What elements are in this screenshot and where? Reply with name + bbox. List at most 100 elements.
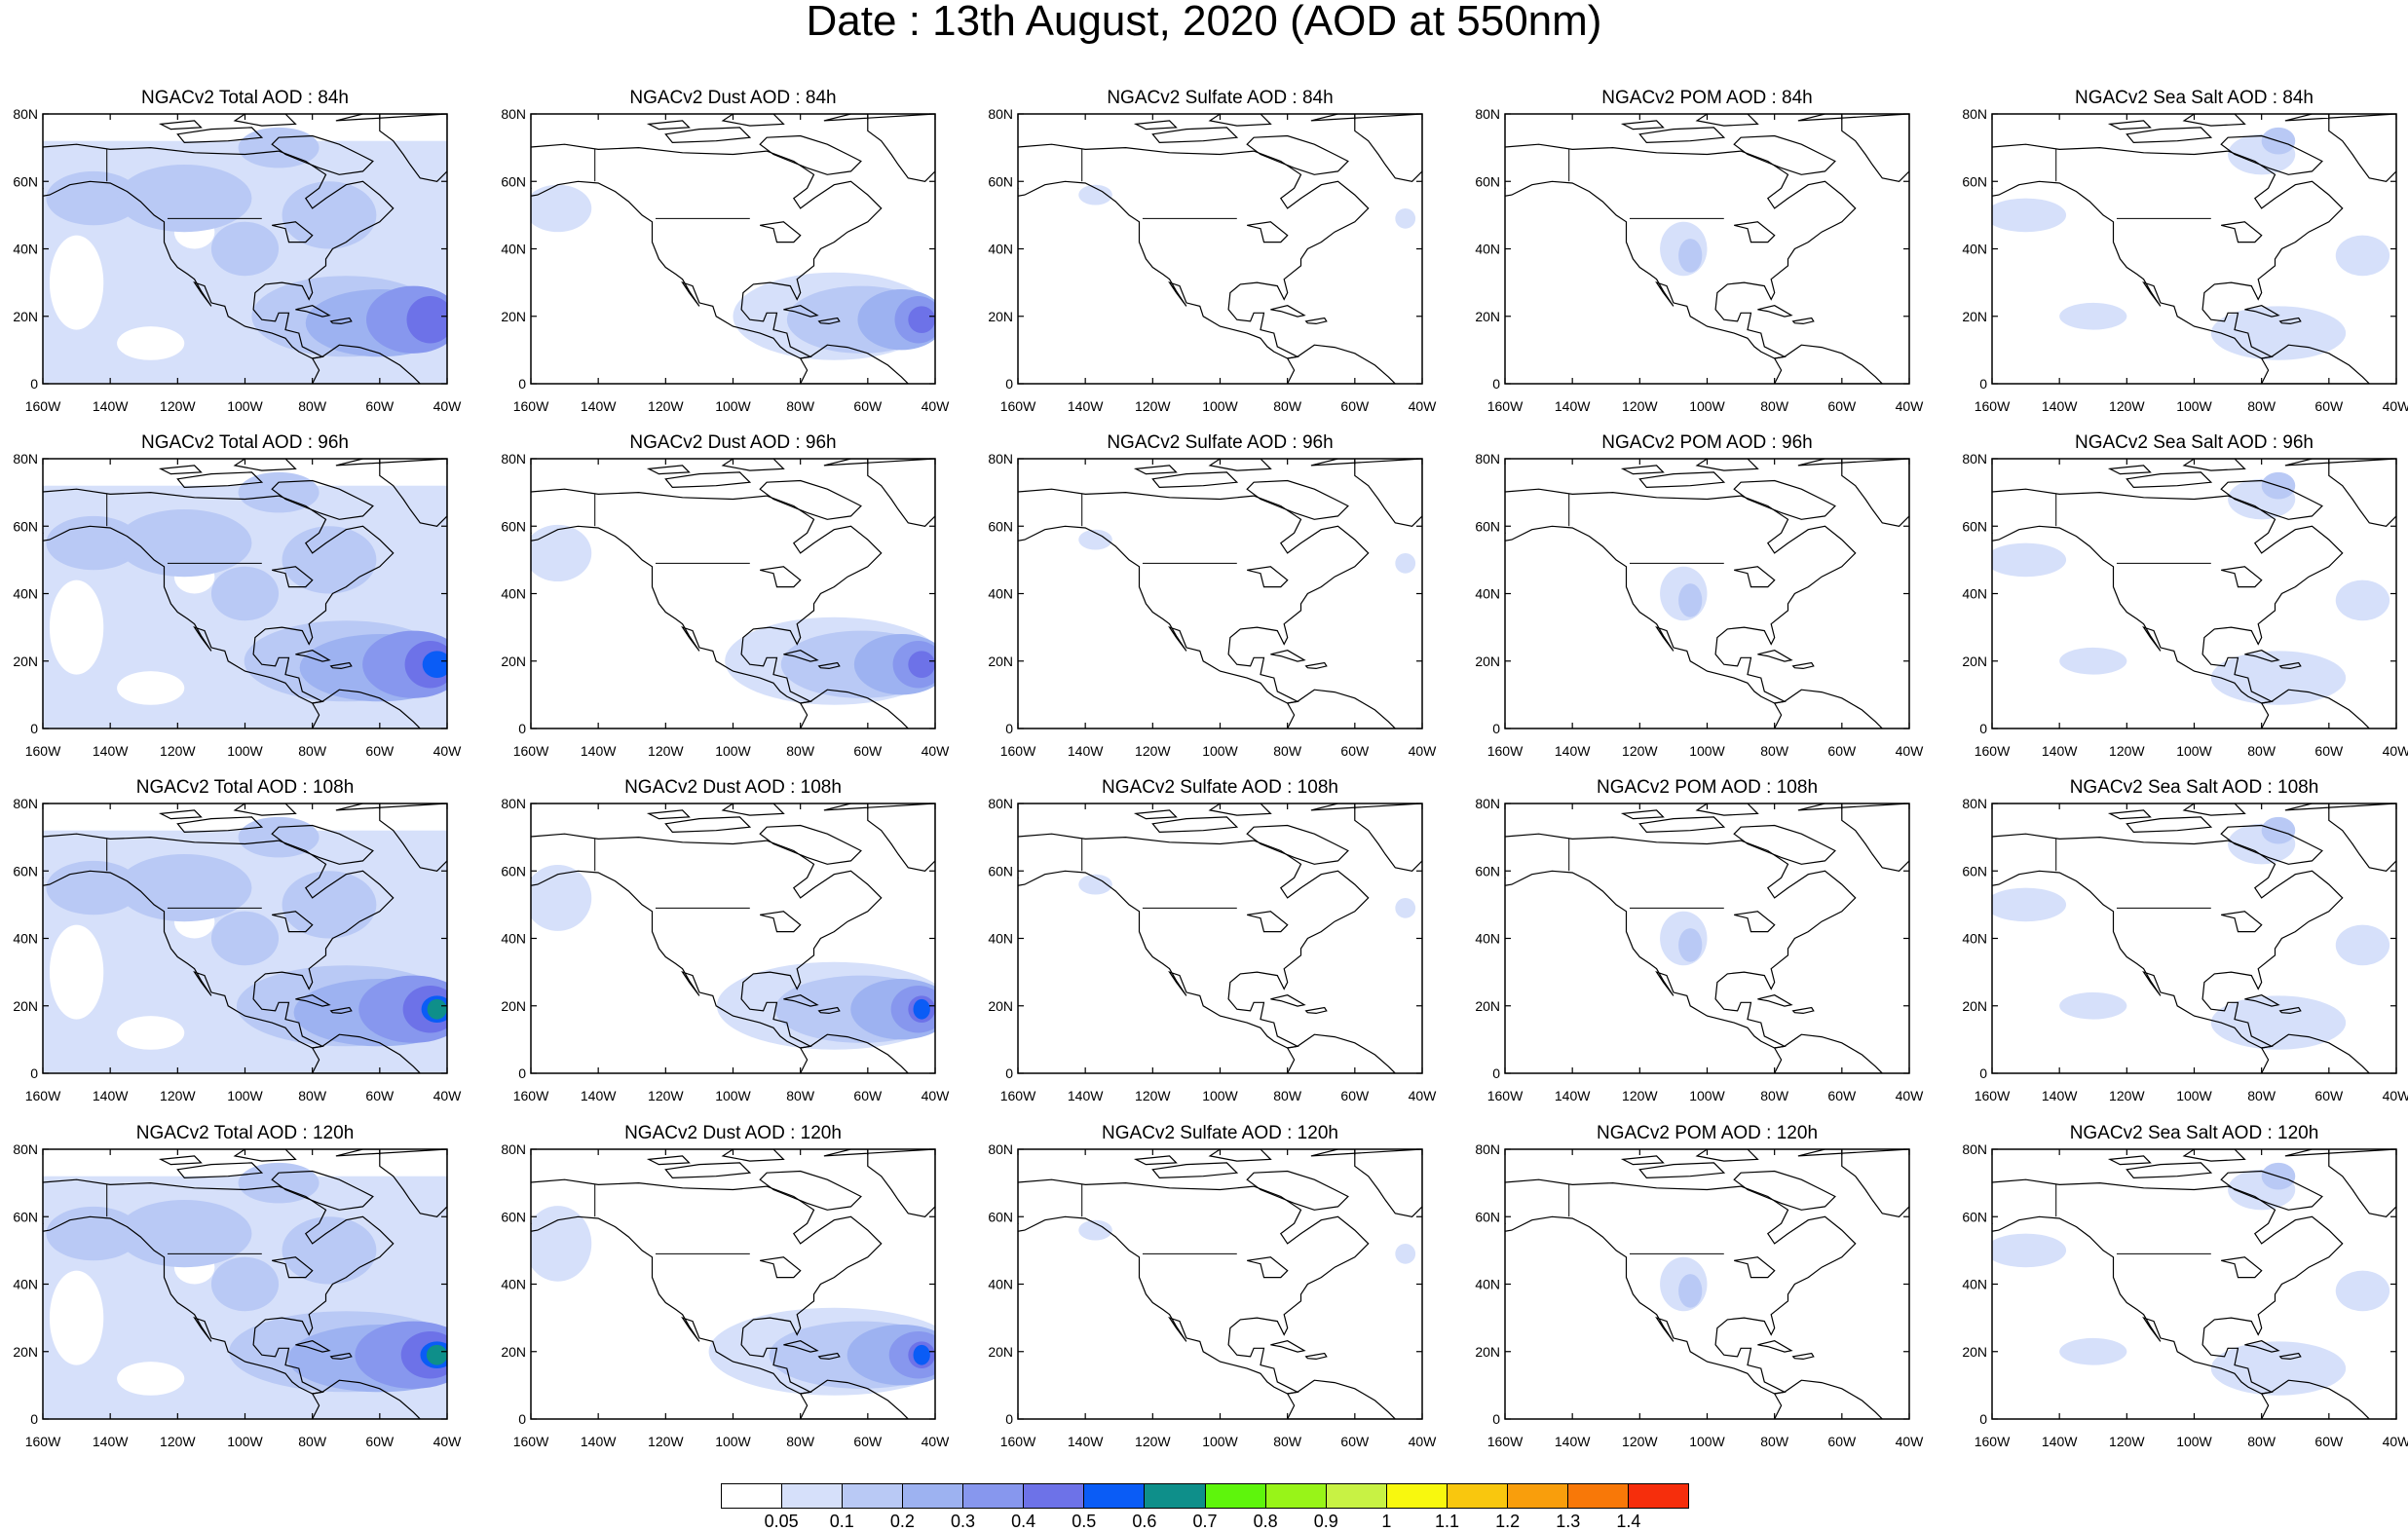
lon-tick-label: 60W <box>1340 1434 1370 1449</box>
lat-tick-label: 0 <box>1979 721 1987 736</box>
colorbar-swatch <box>1628 1484 1688 1508</box>
panel-title: NGACv2 Dust AOD : 84h <box>629 88 836 108</box>
colorbar-tick-label: 0.8 <box>1253 1512 1278 1531</box>
lat-tick-label: 40N <box>988 931 1013 947</box>
lat-tick-label: 40N <box>1962 242 1987 257</box>
lon-tick-label: 140W <box>1555 1088 1591 1103</box>
colorbar-tick-label: 1.3 <box>1556 1512 1581 1531</box>
lat-tick-label: 0 <box>30 721 38 736</box>
lat-tick-label: 80N <box>501 106 526 122</box>
lon-tick-label: 120W <box>160 743 196 759</box>
colorbar-swatch <box>1084 1484 1146 1508</box>
lon-tick-label: 80W <box>1760 1434 1789 1449</box>
lon-tick-label: 120W <box>648 398 684 414</box>
panel-title: NGACv2 POM AOD : 96h <box>1601 432 1812 453</box>
map-panel-pom-84h: NGACv2 POM AOD : 84h 80N 60N 40N 20N 0 160W 140… <box>1475 88 1924 414</box>
lon-tick-label: 80W <box>298 743 327 759</box>
colorbar-swatch <box>1326 1484 1387 1508</box>
lon-tick-label: 100W <box>1202 1434 1238 1449</box>
lon-tick-label: 120W <box>1135 1088 1171 1103</box>
map-panel-sulfate-96h: NGACv2 Sulfate AOD : 96h 80N 60N 40N 20N 0 160… <box>988 432 1437 759</box>
map-panel-sulfate-84h: NGACv2 Sulfate AOD : 84h 80N 60N 40N 20N 0 160… <box>988 88 1437 414</box>
lon-tick-label: 140W <box>581 1088 617 1103</box>
lon-tick-label: 160W <box>1000 1434 1036 1449</box>
lon-tick-label: 120W <box>160 1434 196 1449</box>
lat-tick-label: 20N <box>988 654 1013 669</box>
lon-tick-label: 140W <box>1555 1434 1591 1449</box>
lon-tick-label: 40W <box>433 398 463 414</box>
lon-tick-label: 160W <box>1975 743 2011 759</box>
map-panel-seasalt-84h: NGACv2 Sea Salt AOD : 84h 80N 60N 40N 20N 0 16… <box>1962 88 2408 414</box>
colorbar-tick-label: 0.2 <box>889 1512 915 1531</box>
lon-tick-label: 160W <box>1000 743 1036 759</box>
lat-tick-label: 20N <box>13 1344 38 1360</box>
lat-tick-label: 0 <box>1979 376 1987 392</box>
lon-tick-label: 120W <box>1622 1434 1658 1449</box>
panel-title: NGACv2 Dust AOD : 96h <box>629 432 836 453</box>
colorbar-tick-label: 1.1 <box>1434 1512 1460 1531</box>
lon-tick-label: 40W <box>2383 743 2408 759</box>
lat-tick-label: 20N <box>1475 1344 1500 1360</box>
lat-tick-label: 40N <box>988 1277 1013 1292</box>
lon-tick-label: 120W <box>2109 1088 2145 1103</box>
page-title: Date : 13th August, 2020 (AOD at 550nm) <box>806 0 1602 45</box>
lat-tick-label: 40N <box>13 586 38 602</box>
lon-tick-label: 160W <box>25 743 61 759</box>
lon-tick-label: 40W <box>1409 1088 1438 1103</box>
panel-title: NGACv2 Dust AOD : 120h <box>624 1123 842 1143</box>
colorbar-tick-label: 0.4 <box>1011 1512 1036 1531</box>
lat-tick-label: 60N <box>988 173 1013 189</box>
lat-tick-label: 40N <box>1962 586 1987 602</box>
lat-tick-label: 0 <box>518 721 526 736</box>
lon-tick-label: 100W <box>1202 743 1238 759</box>
map-panel-pom-108h: NGACv2 POM AOD : 108h 80N 60N 40N 20N 0 160W 14… <box>1475 777 1924 1103</box>
lon-tick-label: 160W <box>1975 1088 2011 1103</box>
lon-tick-label: 80W <box>1760 1088 1789 1103</box>
lat-tick-label: 60N <box>13 863 38 878</box>
lat-tick-label: 80N <box>13 106 38 122</box>
panel-title: NGACv2 Sulfate AOD : 120h <box>1102 1123 1338 1143</box>
map-panel-total-120h: NGACv2 Total AOD : 120h 80N 60N 40N 20N 0 160W… <box>13 1123 462 1449</box>
colorbar-swatch <box>1507 1484 1568 1508</box>
map-panel-grid: NGACv2 Total AOD : 84h 80N 60N 40N 20N 0 160W 1… <box>13 88 2408 1449</box>
lat-tick-label: 0 <box>518 376 526 392</box>
colorbar-swatch <box>963 1484 1025 1508</box>
lon-tick-label: 80W <box>1273 1434 1302 1449</box>
lon-tick-label: 60W <box>853 743 883 759</box>
lon-tick-label: 60W <box>853 398 883 414</box>
lon-tick-label: 40W <box>1896 1088 1925 1103</box>
lon-tick-label: 140W <box>93 1434 129 1449</box>
lon-tick-label: 140W <box>2042 1088 2078 1103</box>
map-panel-total-108h: NGACv2 Total AOD : 108h 80N 60N 40N 20N 0 160W… <box>13 777 462 1103</box>
lon-tick-label: 60W <box>853 1434 883 1449</box>
lat-tick-label: 20N <box>1962 654 1987 669</box>
lon-tick-label: 140W <box>2042 1434 2078 1449</box>
lon-tick-label: 100W <box>227 1088 263 1103</box>
colorbar-swatch <box>903 1484 964 1508</box>
lat-tick-label: 80N <box>1962 451 1987 467</box>
lat-tick-label: 0 <box>1005 376 1013 392</box>
lat-tick-label: 60N <box>1475 863 1500 878</box>
lon-tick-label: 100W <box>227 1434 263 1449</box>
lat-tick-label: 40N <box>1475 931 1500 947</box>
lat-tick-label: 60N <box>988 1209 1013 1224</box>
colorbar-tick-label: 0.5 <box>1072 1512 1097 1531</box>
lat-tick-label: 80N <box>501 1141 526 1157</box>
lon-tick-label: 120W <box>1622 398 1658 414</box>
lon-tick-label: 100W <box>227 398 263 414</box>
colorbar-swatch <box>1447 1484 1508 1508</box>
lat-tick-label: 0 <box>1005 721 1013 736</box>
lat-tick-label: 20N <box>988 309 1013 324</box>
lon-tick-label: 160W <box>1975 1434 2011 1449</box>
panel-title: NGACv2 Sea Salt AOD : 120h <box>2070 1123 2319 1143</box>
map-panel-total-84h: NGACv2 Total AOD : 84h 80N 60N 40N 20N 0 160W 1… <box>13 88 462 414</box>
lon-tick-label: 40W <box>922 1434 951 1449</box>
panel-title: NGACv2 Sulfate AOD : 84h <box>1107 88 1333 108</box>
lat-tick-label: 80N <box>988 1141 1013 1157</box>
colorbar-swatch <box>843 1484 904 1508</box>
lon-tick-label: 40W <box>922 1088 951 1103</box>
lat-tick-label: 80N <box>988 106 1013 122</box>
lat-tick-label: 40N <box>1475 586 1500 602</box>
lon-tick-label: 40W <box>1896 1434 1925 1449</box>
lat-tick-label: 80N <box>13 451 38 467</box>
